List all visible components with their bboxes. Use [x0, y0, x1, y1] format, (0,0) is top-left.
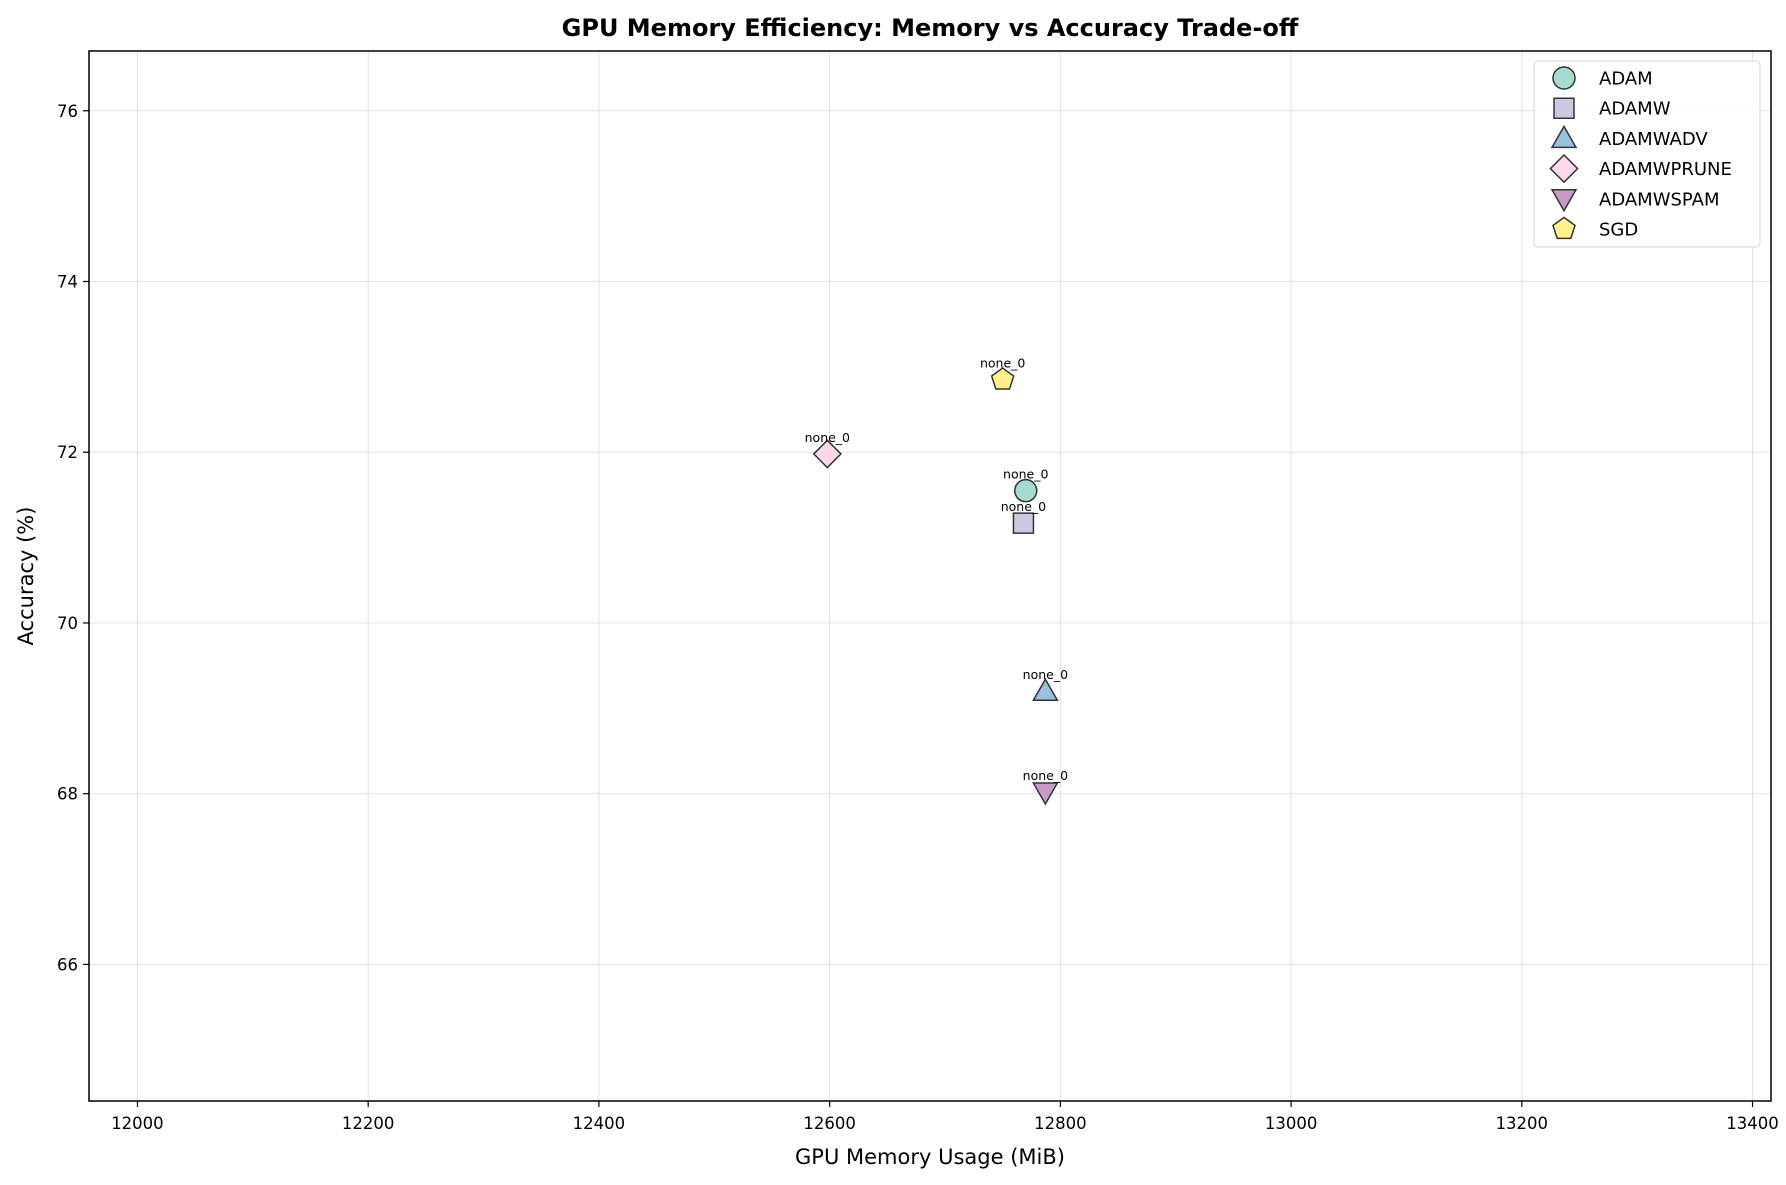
- data-points: none_0 none_0 none_0 none_0 none_0 none_0: [805, 356, 1068, 806]
- plot-frame: [88, 50, 1772, 1102]
- data-point-adamw: [1012, 512, 1035, 534]
- y-tick-label: 70: [57, 614, 78, 633]
- legend-marker-adamwprune: [1549, 153, 1579, 184]
- point-annotation: none_0: [1023, 768, 1068, 783]
- x-axis-label: GPU Memory Usage (MiB): [795, 1145, 1065, 1169]
- point-annotation: none_0: [805, 430, 850, 445]
- x-tick-label: 13400: [1726, 1114, 1779, 1133]
- y-tick-label: 68: [57, 785, 78, 804]
- legend-label-sgd: SGD: [1599, 220, 1638, 241]
- x-tick-label: 12000: [111, 1114, 164, 1133]
- legend-marker-sgd: [1552, 216, 1576, 240]
- x-tick-label: 12200: [342, 1114, 395, 1133]
- data-point-adamwspam: [1032, 782, 1059, 806]
- data-point-sgd: [990, 367, 1015, 390]
- point-annotation: none_0: [1003, 467, 1048, 482]
- axis-ticks: 12000 12200 12400 12600 12800 13000 13200 13400…: [57, 102, 1779, 1133]
- x-tick-label: 12400: [573, 1114, 626, 1133]
- data-point-adam: [1013, 478, 1038, 503]
- point-annotation: none_0: [1001, 499, 1046, 514]
- legend-marker-adamwadv: [1550, 124, 1578, 149]
- point-annotation: none_0: [980, 356, 1025, 371]
- x-tick-label: 13200: [1496, 1114, 1549, 1133]
- legend-box: [1533, 60, 1761, 248]
- legend-label-adam: ADAM: [1599, 69, 1653, 90]
- y-tick-label: 72: [57, 443, 78, 462]
- y-tick-label: 66: [57, 955, 78, 974]
- legend-marker-adamw: [1553, 97, 1575, 119]
- legend-label-adamw: ADAMW: [1599, 99, 1671, 120]
- legend-marker-adamwspam: [1550, 189, 1578, 213]
- grid-lines: [89, 51, 1771, 1101]
- x-tick-label: 13000: [1265, 1114, 1318, 1133]
- legend-marker-adam: [1552, 66, 1576, 90]
- data-point-adamwprune: [812, 439, 842, 469]
- point-annotation: none_0: [1023, 667, 1068, 682]
- y-tick-label: 74: [57, 272, 78, 291]
- x-tick-label: 12600: [803, 1114, 856, 1133]
- y-tick-label: 76: [57, 102, 78, 121]
- data-point-adamwadv: [1032, 677, 1059, 701]
- y-axis-label: Accuracy (%): [14, 507, 38, 646]
- legend-label-adamwprune: ADAMWPRUNE: [1599, 159, 1732, 180]
- x-tick-label: 12800: [1034, 1114, 1087, 1133]
- legend: ADAM ADAMW ADAMWADV ADAMWPRUNE ADAMWSPAM SGD: [1533, 60, 1761, 248]
- chart-title: GPU Memory Efficiency: Memory vs Accurac…: [562, 14, 1299, 42]
- legend-label-adamwspam: ADAMWSPAM: [1599, 189, 1719, 210]
- legend-label-adamwadv: ADAMWADV: [1599, 129, 1708, 150]
